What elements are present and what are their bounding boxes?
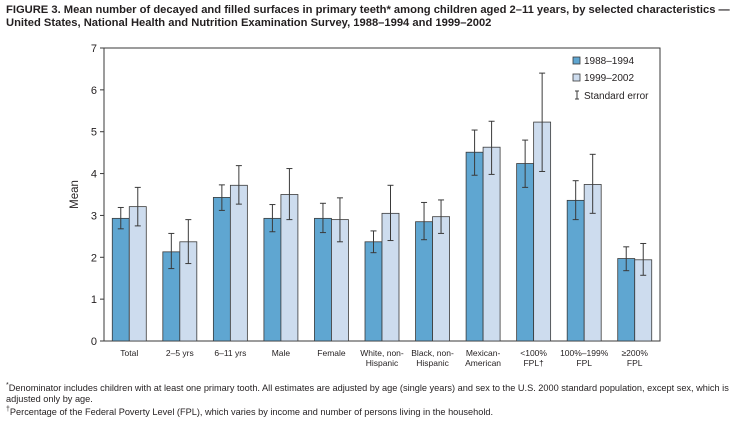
x-tick-label: Mexican- — [466, 348, 501, 358]
legend-label: 1999–2002 — [584, 73, 634, 84]
y-tick-label: 1 — [91, 294, 97, 306]
x-tick-label: Female — [317, 348, 346, 358]
y-tick-label: 2 — [91, 252, 97, 264]
x-tick-label: 2–5 yrs — [166, 348, 194, 358]
bar-1999–2002 — [229, 184, 248, 342]
x-tick-label: FPL† — [523, 358, 544, 368]
legend-swatch — [572, 56, 581, 65]
y-tick-label: 0 — [91, 336, 97, 348]
y-tick-label: 6 — [91, 85, 97, 97]
footnote-1: *Denominator includes children with at l… — [6, 382, 729, 405]
bar-1988–1994 — [263, 217, 282, 342]
x-tick-label: FPL — [576, 358, 592, 368]
x-tick-label: FPL — [627, 358, 643, 368]
x-tick-label: <100% — [520, 348, 547, 358]
x-tick-label: 6–11 yrs — [214, 348, 246, 358]
footnote-2: †Percentage of the Federal Poverty Level… — [6, 406, 494, 418]
x-tick-label: White, non- — [360, 348, 404, 358]
legend-swatch — [572, 73, 581, 82]
x-tick-label: Total — [120, 348, 138, 358]
bar-1999–2002 — [432, 216, 450, 342]
bar-1999–2002 — [482, 146, 501, 342]
x-tick-label: American — [465, 358, 501, 368]
bar-1988–1994 — [364, 241, 383, 342]
y-axis-label: Mean — [69, 180, 81, 209]
y-tick-label: 3 — [91, 210, 97, 222]
figure-title: FIGURE 3. Mean number of decayed and fil… — [6, 4, 730, 29]
x-tick-label: ≥200% — [622, 348, 649, 358]
bar-1988–1994 — [516, 163, 535, 342]
bar-1988–1994 — [566, 199, 585, 342]
bar-1988–1994 — [314, 217, 332, 342]
bar-1988–1994 — [212, 197, 231, 342]
legend-label: 1988–1994 — [584, 56, 634, 67]
y-tick-label: 7 — [91, 43, 97, 55]
y-tick-label: 5 — [91, 127, 97, 139]
bar-1988–1994 — [465, 151, 484, 342]
bar-1999–2002 — [128, 206, 147, 342]
legend-label: Standard error — [584, 91, 649, 102]
x-tick-label: Male — [272, 348, 291, 358]
x-tick-label: Hispanic — [416, 358, 449, 368]
bar-1988–1994 — [111, 217, 130, 342]
x-tick-label: Black, non- — [411, 348, 454, 358]
x-tick-label: Hispanic — [366, 358, 399, 368]
y-tick-label: 4 — [91, 169, 97, 181]
x-tick-label: 100%–199% — [560, 348, 609, 358]
